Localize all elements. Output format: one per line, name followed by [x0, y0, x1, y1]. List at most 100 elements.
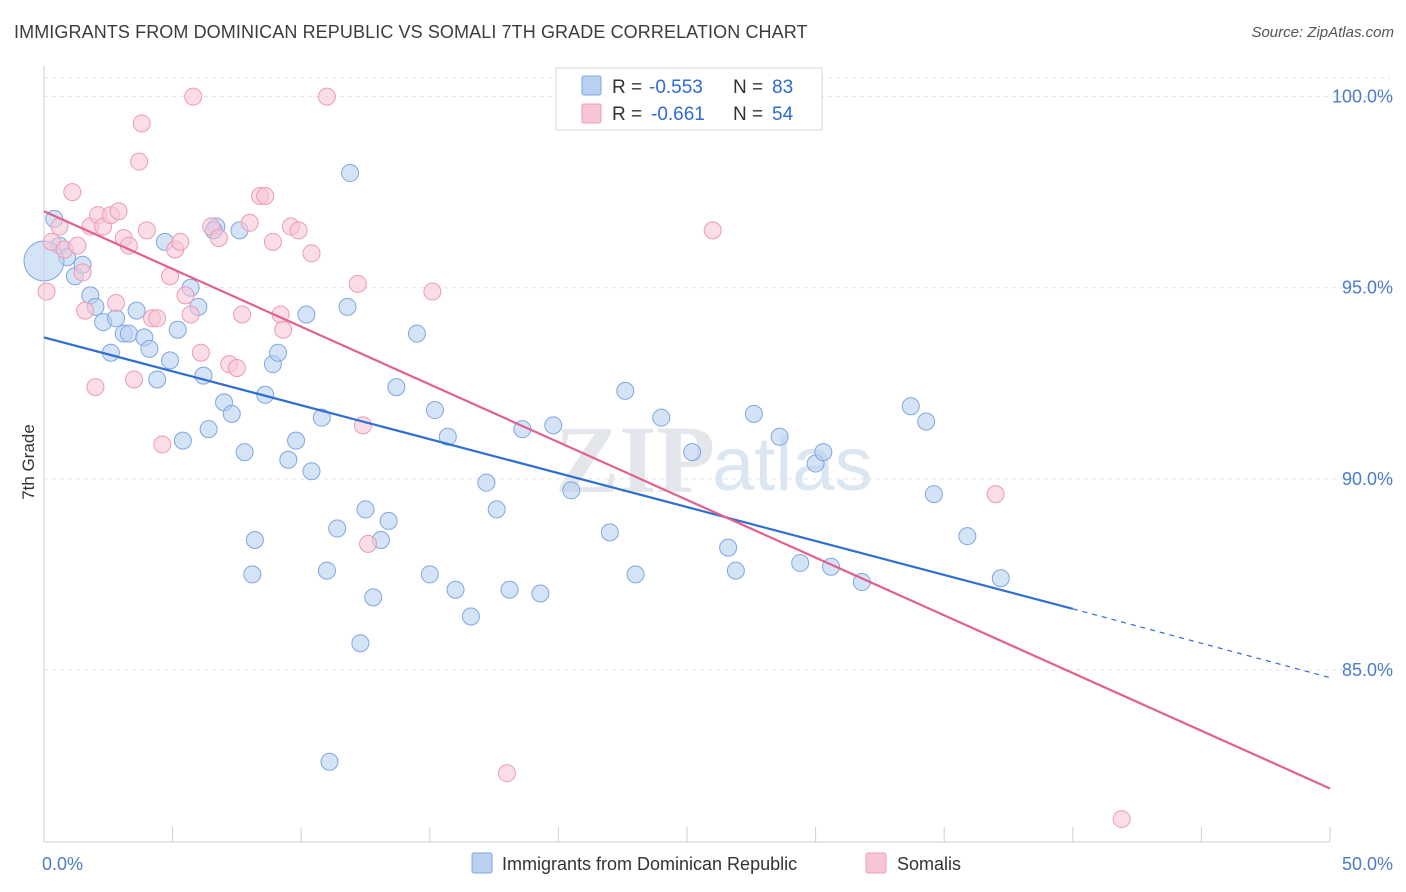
x-tick-label-0: 0.0%	[42, 854, 83, 874]
point-s0-56	[500, 580, 519, 599]
point-s1-28	[184, 87, 203, 106]
point-s0-62	[616, 381, 635, 400]
point-s0-46	[379, 511, 398, 530]
point-s0-47	[387, 378, 406, 397]
point-s0-69	[770, 427, 789, 446]
point-s0-44	[364, 588, 383, 607]
point-s0-41	[341, 164, 360, 183]
trend-line-1	[43, 210, 1331, 790]
point-s1-16	[125, 370, 144, 389]
point-s0-70	[791, 553, 810, 572]
trend-line-0	[43, 336, 1074, 610]
point-s1-34	[233, 305, 252, 324]
stats-r-value-2: -0.661	[651, 104, 705, 125]
point-s1-45	[348, 274, 367, 293]
point-s0-9	[107, 309, 126, 328]
tick-labels: 100.0% 95.0% 90.0% 85.0% 0.0% 50.0%	[42, 87, 1393, 874]
point-s0-51	[438, 427, 457, 446]
y-axis-label: 7th Grade	[19, 424, 38, 500]
point-s1-6	[76, 301, 95, 320]
legend-label-dominican: Immigrants from Dominican Republic	[502, 854, 797, 874]
point-s0-52	[446, 580, 465, 599]
point-s1-4	[68, 236, 87, 255]
point-s1-25	[171, 232, 190, 251]
point-s0-64	[652, 408, 671, 427]
legend-swatch-dominican	[471, 852, 493, 874]
point-s0-14	[140, 339, 159, 358]
point-s0-42	[351, 634, 370, 653]
point-s1-42	[289, 221, 308, 240]
stats-n-label-1: N =	[733, 77, 763, 98]
point-s0-50	[425, 401, 444, 420]
y-tick-label-2: 90.0%	[1342, 469, 1393, 489]
chart-title: IMMIGRANTS FROM DOMINICAN REPUBLIC VS SO…	[14, 22, 808, 42]
point-s1-43	[302, 244, 321, 263]
legend: Immigrants from Dominican Republic Somal…	[471, 852, 961, 874]
point-s0-49	[420, 565, 439, 584]
point-s1-31	[209, 229, 228, 248]
point-s1-27	[181, 305, 200, 324]
point-s0-11	[119, 324, 138, 343]
point-s0-33	[279, 450, 298, 469]
point-s1-3	[63, 183, 82, 202]
stats-n-value-1: 83	[772, 77, 793, 98]
point-s1-33	[227, 358, 246, 377]
point-s0-29	[243, 565, 262, 584]
point-s0-16	[161, 351, 180, 370]
point-s0-28	[245, 531, 264, 550]
x-tick-label-1: 50.0%	[1342, 854, 1393, 874]
stats-r-label-2: R =	[612, 104, 642, 125]
point-s0-80	[320, 752, 339, 771]
point-s0-39	[328, 519, 347, 538]
point-s0-66	[719, 538, 738, 557]
point-s1-38	[263, 232, 282, 251]
stats-swatch-pink	[581, 103, 602, 124]
point-s1-22	[153, 435, 172, 454]
point-s0-25	[222, 404, 241, 423]
point-s1-51	[986, 485, 1005, 504]
stats-r-value-1: -0.553	[649, 77, 703, 98]
point-s1-52	[1112, 810, 1131, 829]
watermark-atlas: atlas	[712, 422, 873, 507]
point-s0-34	[287, 431, 306, 450]
point-s0-18	[173, 431, 192, 450]
point-s1-37	[256, 186, 275, 205]
point-s0-54	[477, 473, 496, 492]
point-s0-32	[269, 343, 288, 362]
point-s1-21	[148, 309, 167, 328]
point-s1-49	[497, 764, 516, 783]
point-s0-15	[148, 370, 167, 389]
point-s0-40	[338, 297, 357, 316]
point-s0-72	[814, 443, 833, 462]
y-tick-label-3: 85.0%	[1342, 660, 1393, 680]
point-s0-37	[312, 408, 331, 427]
watermark: ZIP atlas	[555, 406, 873, 513]
point-s0-27	[235, 443, 254, 462]
point-s1-29	[191, 343, 210, 362]
point-s0-48	[407, 324, 426, 343]
point-s0-79	[991, 569, 1010, 588]
point-s0-12	[127, 301, 146, 320]
point-s0-67	[726, 561, 745, 580]
point-s1-19	[137, 221, 156, 240]
legend-swatch-somalis	[865, 852, 887, 874]
point-s1-35	[240, 213, 259, 232]
point-s0-68	[744, 404, 763, 423]
axes	[43, 66, 1331, 843]
point-s0-76	[917, 412, 936, 431]
stats-n-value-2: 54	[772, 104, 794, 125]
point-s1-50	[703, 221, 722, 240]
stats-r-label-1: R =	[612, 77, 642, 98]
data-points	[23, 87, 1131, 829]
point-s0-53	[461, 607, 480, 626]
point-s0-60	[562, 481, 581, 500]
point-s0-63	[626, 565, 645, 584]
stats-box: R = -0.553 N = 83 R = -0.661 N = 54	[555, 67, 823, 131]
point-s0-58	[531, 584, 550, 603]
point-s0-55	[487, 500, 506, 519]
y-tick-label-0: 100.0%	[1332, 87, 1393, 107]
point-s1-12	[107, 294, 126, 313]
point-s0-36	[302, 462, 321, 481]
point-s0-22	[199, 420, 218, 439]
